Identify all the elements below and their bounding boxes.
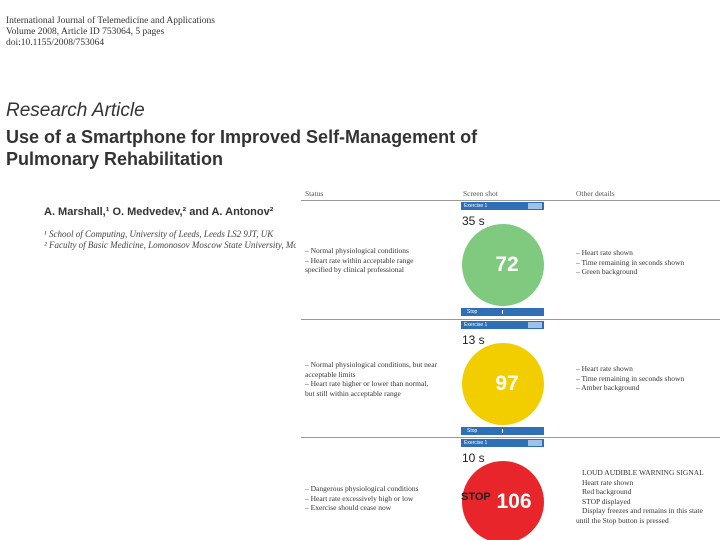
exercise-label: Exercise 1 [464,322,488,328]
phone-screenshot: Exercise 1 10 s 106 STOP [461,439,544,540]
heart-rate-circle: 106 [462,461,544,540]
status-icons [528,203,542,209]
journal-name: International Journal of Telemedicine an… [6,16,215,26]
status-line: – Exercise should cease now [305,503,392,512]
stop-warning-text: STOP [461,491,491,503]
header-screen-shot: Screen shot [463,189,498,198]
status-figure-table: Status Screen shot Other details – Norma… [301,189,720,540]
exercise-title-bar: Exercise 1 [461,321,544,329]
stop-softkey-label[interactable]: Stop [467,309,478,315]
article-type: Research Article [6,100,145,121]
heart-rate-value: 97 [495,372,519,395]
details-text: – Heart rate shown – Time remaining in s… [576,248,716,277]
authors: A. Marshall,¹ O. Medvedev,² and A. Anton… [44,206,274,218]
status-line: – Heart rate excessively high or low [305,493,414,503]
affiliation-2: ² Faculty of Basic Medicine, Lomonosov M… [44,240,296,250]
heart-rate-value: 106 [496,490,532,513]
detail-line: LOUD AUDIBLE WARNING SIGNAL [582,468,704,477]
status-icons [528,440,542,446]
status-line: – Normal physiological conditions, but n… [305,360,438,369]
detail-line: Display freezes and remains in this stat… [582,506,703,515]
status-line: acceptable limits [305,369,356,379]
detail-line: until the Stop button is pressed [576,515,669,525]
status-line: – Heart rate within acceptable range [305,255,414,265]
status-text: – Normal physiological conditions, but n… [305,360,455,398]
status-line: – Dangerous physiological conditions [305,484,419,493]
affiliation-1: ¹ School of Computing, University of Lee… [44,229,274,239]
header-divider [301,200,720,201]
detail-line: – Amber background [576,383,640,392]
status-row-warning: – Normal physiological conditions, but n… [301,320,720,437]
header-status: Status [305,189,324,198]
status-text: – Normal physiological conditions – Hear… [305,246,455,275]
status-line: but still within acceptable range [305,388,401,398]
detail-line: – Time remaining in seconds shown [576,257,685,267]
detail-line: – Heart rate shown [576,364,633,373]
detail-line: Heart rate shown [582,477,634,487]
phone-screenshot: Exercise 1 35 s 72 Stop [461,202,544,318]
header-other-details: Other details [576,189,615,198]
time-remaining: 13 s [462,333,485,347]
exercise-label: Exercise 1 [464,203,488,209]
details-text: – Heart rate shown – Time remaining in s… [576,364,716,393]
detail-line: Red background [582,487,632,496]
detail-line: – Time remaining in seconds shown [576,373,685,383]
journal-header: International Journal of Telemedicine an… [6,16,215,49]
stop-softkey-bar[interactable]: Stop [461,308,544,316]
status-row-normal: – Normal physiological conditions – Hear… [301,201,720,319]
stop-softkey-label[interactable]: Stop [467,428,478,434]
detail-line: STOP displayed [582,496,631,506]
time-remaining: 10 s [462,451,485,465]
status-row-danger: – Dangerous physiological conditions – H… [301,438,720,540]
status-icons [528,322,542,328]
details-text: LOUD AUDIBLE WARNING SIGNAL Heart rate s… [576,468,716,525]
detail-line: – Green background [576,267,638,276]
title-line-2: Pulmonary Rehabilitation [6,149,224,169]
detail-line: – Heart rate shown [576,248,633,257]
row-divider-2 [301,437,720,438]
status-line: specified by clinical professional [305,265,404,274]
exercise-title-bar: Exercise 1 [461,439,544,447]
heart-rate-circle: 97 [462,343,544,425]
stop-softkey-bar[interactable]: Stop [461,427,544,435]
status-text: – Dangerous physiological conditions – H… [305,484,455,513]
exercise-title-bar: Exercise 1 [461,202,544,210]
status-line: – Heart rate higher or lower than normal… [305,379,429,388]
softkey-divider [502,310,503,314]
exercise-label: Exercise 1 [464,440,488,446]
affiliations: ¹ School of Computing, University of Lee… [44,229,296,251]
status-line: – Normal physiological conditions [305,246,409,255]
softkey-divider [502,429,503,433]
time-remaining: 35 s [462,214,485,228]
heart-rate-value: 72 [495,253,519,276]
heart-rate-circle: 72 [462,224,544,306]
journal-doi: doi:10.1155/2008/753064 [6,38,105,48]
journal-volume: Volume 2008, Article ID 753064, 5 pages [6,27,165,37]
title-line-1: Use of a Smartphone for Improved Self-Ma… [6,127,478,147]
paper-title: Use of a Smartphone for Improved Self-Ma… [6,126,526,170]
row-divider-1 [301,319,720,320]
phone-screenshot: Exercise 1 13 s 97 Stop [461,321,544,437]
